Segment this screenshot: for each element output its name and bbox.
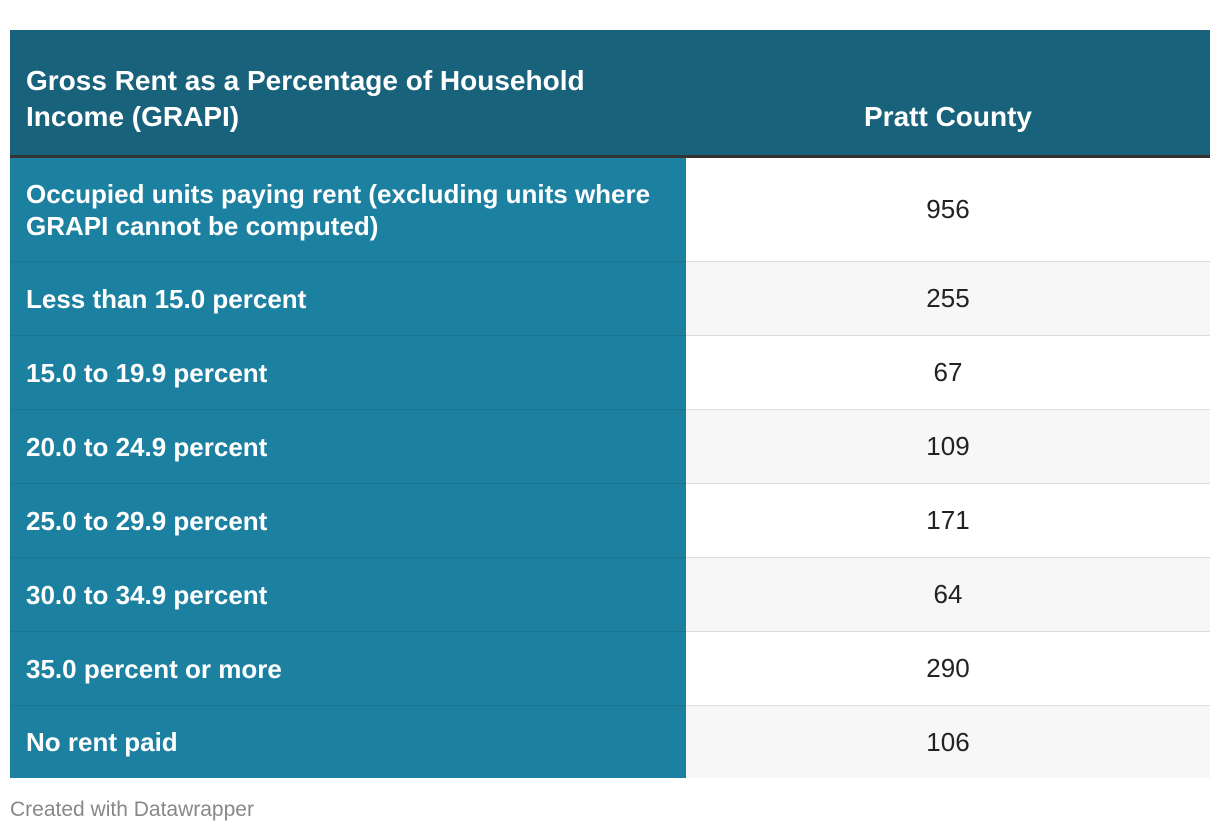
table-row: 15.0 to 19.9 percent 67	[10, 335, 1210, 410]
header-pratt-county: Pratt County	[686, 30, 1210, 158]
table-row: 30.0 to 34.9 percent 64	[10, 557, 1210, 632]
row-label: Occupied units paying rent (excluding un…	[10, 156, 686, 262]
row-label: 20.0 to 24.9 percent	[10, 409, 686, 484]
row-value: 64	[686, 557, 1210, 632]
data-table-container: Gross Rent as a Percentage of Household …	[10, 30, 1210, 778]
row-value: 109	[686, 409, 1210, 484]
table-header-row: Gross Rent as a Percentage of Household …	[10, 30, 1210, 158]
table-row: No rent paid 106	[10, 705, 1210, 778]
table-row: 35.0 percent or more 290	[10, 631, 1210, 706]
table-row: Less than 15.0 percent 255	[10, 261, 1210, 336]
table-row: 25.0 to 29.9 percent 171	[10, 483, 1210, 558]
table-row: 20.0 to 24.9 percent 109	[10, 409, 1210, 484]
row-label: 25.0 to 29.9 percent	[10, 483, 686, 558]
row-value: 67	[686, 335, 1210, 410]
datawrapper-credit: Created with Datawrapper	[10, 798, 254, 821]
row-label: 35.0 percent or more	[10, 631, 686, 706]
table-row: Occupied units paying rent (excluding un…	[10, 156, 1210, 262]
row-label: No rent paid	[10, 705, 686, 778]
header-category: Gross Rent as a Percentage of Household …	[10, 30, 686, 158]
row-value: 171	[686, 483, 1210, 558]
data-table: Gross Rent as a Percentage of Household …	[10, 30, 1210, 778]
row-value: 956	[686, 156, 1210, 262]
row-label: 30.0 to 34.9 percent	[10, 557, 686, 632]
row-label: Less than 15.0 percent	[10, 261, 686, 336]
row-value: 255	[686, 261, 1210, 336]
row-label: 15.0 to 19.9 percent	[10, 335, 686, 410]
row-value: 290	[686, 631, 1210, 706]
row-value: 106	[686, 705, 1210, 778]
